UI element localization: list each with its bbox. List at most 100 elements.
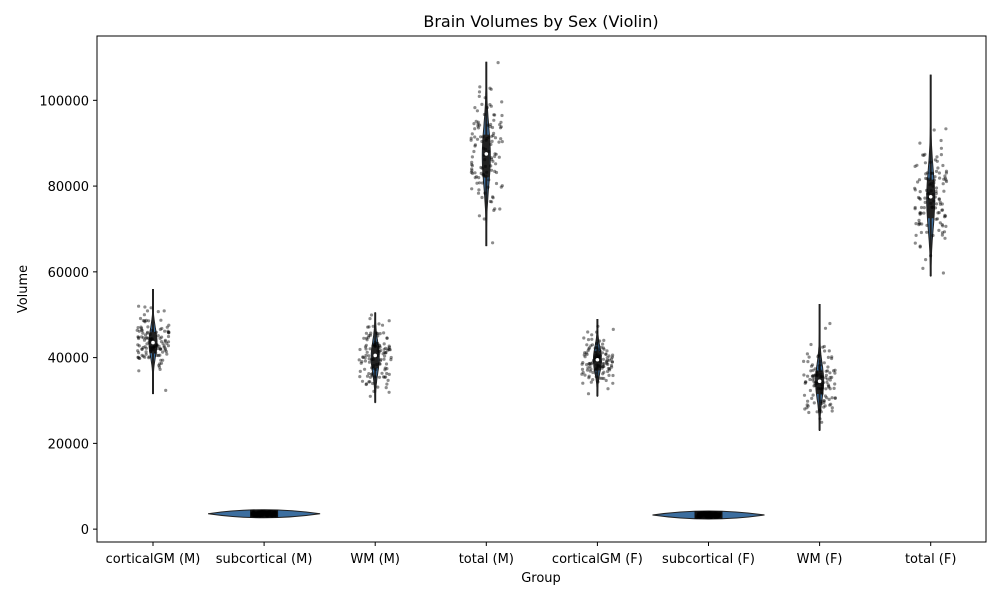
data-point [148,332,152,336]
data-point [597,354,601,358]
data-point [816,373,820,377]
data-point [918,245,922,249]
data-point [143,333,148,337]
data-point [498,126,503,130]
data-point [137,336,141,341]
y-axis: 0 20000 40000 60000 80000 100000 [39,94,97,538]
data-point [258,512,262,516]
data-point [371,366,375,370]
violin-group [357,312,393,404]
data-point [265,513,269,518]
data-point [253,513,257,517]
data-point [251,510,255,514]
data-point [369,313,374,317]
data-point [263,510,267,514]
data-point [943,214,948,218]
data-point [480,181,484,185]
data-point [273,510,277,514]
data-point [601,342,605,346]
data-point [936,211,940,215]
data-point [933,195,937,199]
data-point [822,361,826,365]
data-point [377,343,381,347]
data-point [813,373,817,377]
data-point [825,369,830,373]
data-point [256,513,260,518]
data-point [599,345,603,349]
data-point [698,511,702,516]
data-point [821,386,825,390]
data-point [387,345,392,349]
data-point [254,514,258,518]
x-tick-label: corticalGM (M) [106,552,201,567]
data-point [920,222,924,226]
data-point [716,513,720,517]
data-point [715,511,719,515]
data-point [943,174,947,178]
data-point [263,512,267,516]
data-point [254,514,258,518]
data-point [150,337,154,341]
data-point [152,345,156,349]
data-point [373,343,377,347]
data-point [713,511,717,516]
data-point [713,511,717,515]
data-point [594,350,598,354]
median-marker [151,340,155,345]
data-point [266,513,270,517]
data-point [157,363,161,367]
data-point [477,214,481,218]
data-point [386,348,390,352]
data-point [492,118,496,122]
data-point [357,358,361,362]
data-point [832,369,836,373]
x-tick-label: subcortical (F) [662,552,755,567]
data-point [933,175,937,179]
data-point [828,321,832,326]
data-point [475,109,479,113]
data-point [483,158,487,162]
data-point [822,401,826,405]
data-point [271,513,275,517]
data-point [140,347,144,351]
data-point [473,106,477,110]
data-point [500,100,504,104]
chart-title: Brain Volumes by Sex (Violin) [423,12,658,31]
data-point [602,362,606,366]
data-point [916,180,920,184]
data-point [143,305,147,309]
data-point [365,374,370,378]
data-point [595,367,599,371]
data-point [166,344,170,348]
data-point [825,396,829,400]
data-point [602,376,606,381]
data-point [828,371,832,375]
data-point [470,171,475,175]
data-point [717,514,721,518]
data-point [369,372,373,376]
data-point [255,514,259,518]
data-point [914,233,918,237]
data-point [158,353,162,357]
data-point [272,510,276,514]
data-point [260,510,264,514]
data-point [583,355,587,359]
data-point [146,325,150,329]
data-point [823,404,827,408]
data-point [483,96,487,100]
data-point [829,402,833,406]
data-point [713,514,717,519]
data-point [930,205,934,209]
data-point [388,348,392,352]
data-point [147,319,151,323]
data-point [811,393,815,397]
data-point [715,515,719,519]
data-point [819,375,823,379]
data-point [474,119,478,123]
data-point [714,515,718,519]
data-point [939,138,943,143]
data-point [264,512,268,516]
data-point [160,326,164,331]
data-point [481,173,485,177]
data-point [933,158,938,162]
